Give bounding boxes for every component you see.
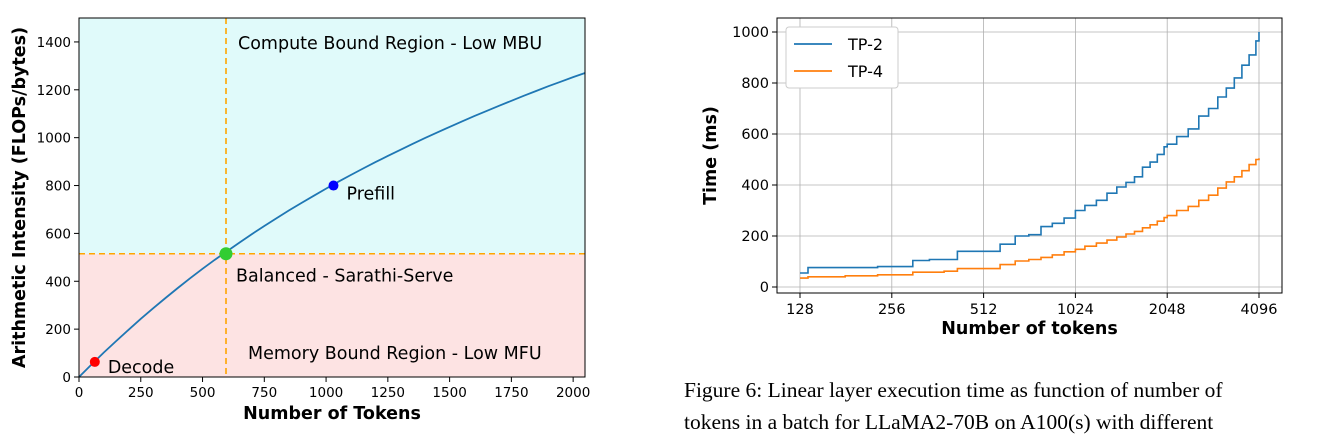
y-tick-label: 800 [741,76,769,92]
legend: TP-2 TP-4 [785,26,899,89]
y-tick-label: 1200 [37,83,71,99]
point-label-prefill: Prefill [346,185,395,205]
plot-frame [78,17,586,378]
y-tick-label: 0 [62,370,71,386]
y-axis-ticks: 0 200 400 600 800 1000 1200 1400 [37,35,79,386]
execution-time-chart: 128 256 512 1024 2048 4096 02004006008001000 … [701,17,1283,339]
point-balanced-sarathi-serve [219,247,233,261]
y-tick-label: 1000 [732,25,769,41]
x-axis-label: Number of Tokens [243,404,421,424]
x-tick-label: 1500 [432,385,466,401]
caption-line-1: Figure 6: Linear layer execution time as… [684,378,1223,402]
y-tick-label: 800 [45,179,71,195]
series-line-tp-2 [800,32,1260,274]
arithmetic-intensity-chart: Decode Balanced - Sarathi-Serve Prefill 0 2… [10,17,590,424]
caption-line-2: tokens in a batch for LLaMA2-70B on A100… [684,410,1214,434]
memory-region-label: Memory Bound Region - Low MFU [248,344,542,364]
x-tick-label: 256 [878,302,906,318]
compute-bound-region [79,18,585,254]
point-decode [89,356,100,367]
y-axis-label: Arithmetic Intensity (FLOPs/bytes) [10,27,30,368]
point-markers: Decode Balanced - Sarathi-Serve Prefill [89,180,453,378]
x-tick-label: 4096 [1241,302,1278,318]
x-tick-label: 1000 [309,385,343,401]
y-tick-label: 400 [741,178,769,194]
x-tick-label: 750 [251,385,277,401]
x-tick-label: 1750 [494,385,528,401]
plot-frame [776,17,1283,294]
series-line-tp-4 [800,158,1260,279]
y-tick-label: 1000 [37,131,71,147]
x-axis-ticks: 0 250 500 750 1000 1250 1500 1750 2000 [75,377,590,401]
y-tick-label: 400 [45,274,71,290]
y-tick-label: 200 [45,322,71,338]
y-tick-label: 0 [760,280,769,296]
legend-label-tp2: TP-2 [847,35,883,54]
point-label-decode: Decode [108,358,174,378]
x-tick-label: 1250 [371,385,405,401]
y-axis-label: Time (ms) [701,106,721,205]
y-tick-label: 600 [741,127,769,143]
compute-region-label: Compute Bound Region - Low MBU [238,34,542,54]
legend-box [785,26,899,89]
x-tick-label: 250 [128,385,154,401]
legend-label-tp4: TP-4 [847,62,883,81]
x-tick-label: 2048 [1149,302,1186,318]
y-axis-ticks: 0 200 400 600 800 1000 [732,25,777,296]
point-label-balanced-sarathi-serve: Balanced - Sarathi-Serve [236,267,453,287]
x-tick-label: 0 [75,385,84,401]
y-tick-label: 1400 [37,35,71,51]
x-tick-label: 2000 [556,385,590,401]
figure-caption: Figure 6: Linear layer execution time as… [684,374,1324,438]
series-group [800,32,1260,279]
y-tick-label: 600 [45,226,71,242]
x-tick-label: 500 [190,385,216,401]
x-axis-ticks: 128 256 512 1024 2048 4096 [786,293,1277,318]
memory-bound-region [79,253,585,377]
y-tick-label: 200 [741,229,769,245]
x-tick-label: 512 [970,302,998,318]
x-tick-label: 1024 [1057,302,1094,318]
x-tick-label: 128 [786,302,814,318]
x-axis-label: Number of tokens [941,319,1118,339]
point-prefill [328,180,339,191]
